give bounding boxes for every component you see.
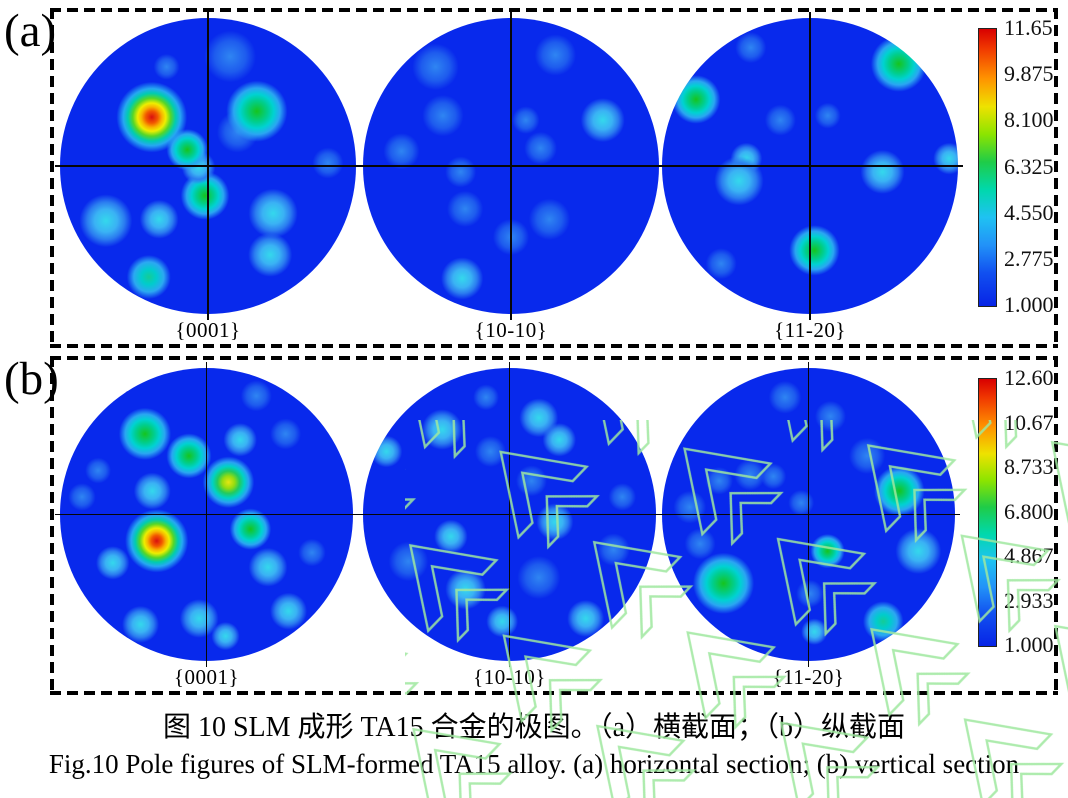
crosshair-horizontal <box>55 165 361 167</box>
colorbar-tick: 2.775 <box>1004 246 1054 271</box>
colorbar-tick: 8.100 <box>1004 107 1054 132</box>
pole-label: {0001} <box>173 665 240 689</box>
dashed-border-left <box>50 8 54 348</box>
pole-figure-b-2: {10-10} <box>358 362 661 689</box>
crosshair-horizontal <box>55 513 358 516</box>
pole-figure-a-1: {0001} <box>55 12 361 342</box>
caption-english: Fig.10 Pole figures of SLM-formed TA15 a… <box>48 749 1020 779</box>
colorbar-tick: 4.867 <box>1004 543 1054 568</box>
dashed-border-top <box>50 356 1058 360</box>
colorbar-tick: 8.733 <box>1004 454 1054 479</box>
crosshair-horizontal <box>657 513 960 516</box>
crosshair-horizontal <box>358 165 664 167</box>
dashed-border-left <box>50 356 54 695</box>
colorbar-a-ticks: 11.65 9.875 8.100 6.325 4.550 2.775 1.000 <box>1004 8 1068 348</box>
colorbar-tick: 4.550 <box>1004 200 1054 225</box>
panel-b-label: (b) <box>4 353 59 405</box>
crosshair-horizontal <box>358 513 661 516</box>
pole-label: {10-10} <box>473 665 546 689</box>
pole-label: {0001} <box>175 318 241 342</box>
colorbar-tick: 2.933 <box>1004 588 1054 613</box>
dashed-border-right <box>1054 8 1058 348</box>
panel-a: 11.65 9.875 8.100 6.325 4.550 2.775 1.000 {000… <box>50 8 1058 348</box>
colorbar-tick: 6.800 <box>1004 499 1054 524</box>
pole-figure-b-3: {11-20} <box>657 362 960 689</box>
pole-label: {11-20} <box>772 665 845 689</box>
dashed-border-bottom <box>50 691 1058 695</box>
colorbar-tick: 12.60 <box>1004 365 1054 390</box>
panel-b: 12.60 10.67 8.733 6.800 4.867 2.933 1.000 {000… <box>50 356 1058 695</box>
pole-figure-a-3: {11-20} <box>657 12 963 342</box>
dashed-border-top <box>50 8 1058 12</box>
colorbar-b <box>978 378 997 647</box>
pole-figure-a-2: {10-10} <box>358 12 664 342</box>
pole-figure-b-1: {0001} <box>55 362 358 689</box>
pole-label: {11-20} <box>774 318 846 342</box>
colorbar-tick: 1.000 <box>1004 292 1054 317</box>
pole-label: {10-10} <box>474 318 548 342</box>
colorbar-b-ticks: 12.60 10.67 8.733 6.800 4.867 2.933 1.000 <box>1004 356 1068 695</box>
colorbar-tick: 9.875 <box>1004 61 1054 86</box>
colorbar-tick: 10.67 <box>1004 410 1054 435</box>
crosshair-horizontal <box>657 165 963 167</box>
colorbar-tick: 11.65 <box>1004 15 1053 40</box>
colorbar-tick: 6.325 <box>1004 154 1054 179</box>
colorbar-tick: 1.000 <box>1004 632 1054 657</box>
colorbar-a <box>978 28 997 307</box>
caption-chinese: 图 10 SLM 成形 TA15 合金的极图。（a）横截面；（b）纵截面 <box>162 712 906 743</box>
dashed-border-bottom <box>50 344 1058 348</box>
panel-a-label: (a) <box>4 5 57 57</box>
